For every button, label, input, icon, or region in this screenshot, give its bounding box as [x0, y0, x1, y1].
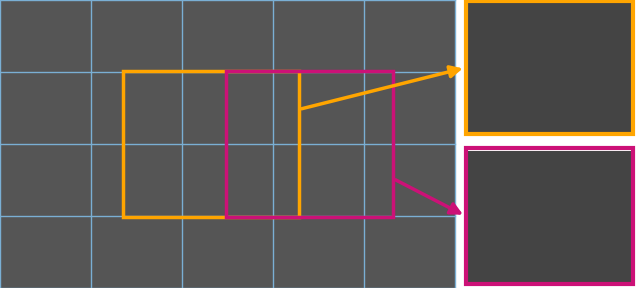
Bar: [123, 71, 299, 217]
Bar: [466, 1, 633, 134]
Bar: [0, 0, 455, 288]
Bar: [226, 71, 393, 217]
Bar: [466, 1, 633, 134]
Bar: [466, 148, 633, 284]
Bar: [466, 151, 633, 284]
